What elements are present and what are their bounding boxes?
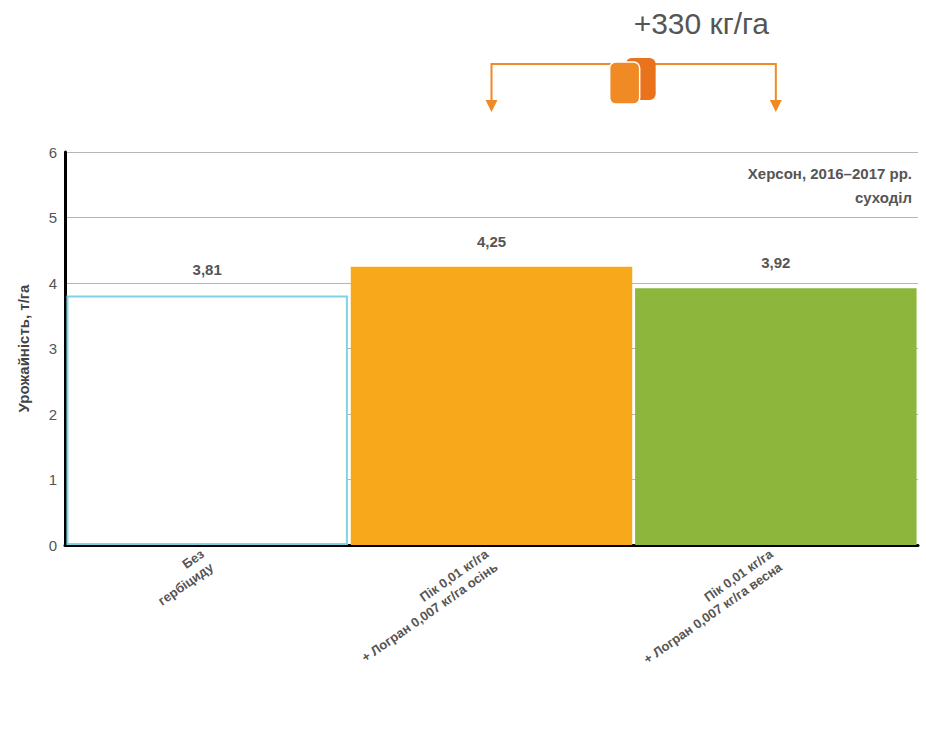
svg-text:Без: Без [179,546,207,572]
svg-text:Херсон, 2016–2017 рр.: Херсон, 2016–2017 рр. [748,165,912,182]
svg-text:3,92: 3,92 [761,254,790,271]
svg-text:Пік 0,01 кг/га: Пік 0,01 кг/га [417,546,492,605]
svg-text:3,81: 3,81 [193,261,222,278]
svg-text:0: 0 [49,537,57,554]
svg-text:6: 6 [49,144,57,161]
svg-text:+ Логран 0,007 кг/га осінь: + Логран 0,007 кг/га осінь [359,559,501,665]
svg-text:3: 3 [49,340,57,357]
svg-text:4: 4 [49,275,57,292]
svg-text:гербіциду: гербіциду [155,559,217,608]
svg-text:4,25: 4,25 [477,233,506,250]
svg-text:+ Логран 0,007 кг/га весна: + Логран 0,007 кг/га весна [641,559,786,667]
svg-text:суходіл: суходіл [855,189,912,206]
svg-text:Урожайність, т/га: Урожайність, т/га [15,284,32,413]
svg-text:Пік 0,01 кг/га: Пік 0,01 кг/га [701,546,776,605]
svg-text:1: 1 [49,471,57,488]
svg-text:5: 5 [49,209,57,226]
svg-text:+330 кг/га: +330 кг/га [634,7,770,40]
svg-text:2: 2 [49,406,57,423]
